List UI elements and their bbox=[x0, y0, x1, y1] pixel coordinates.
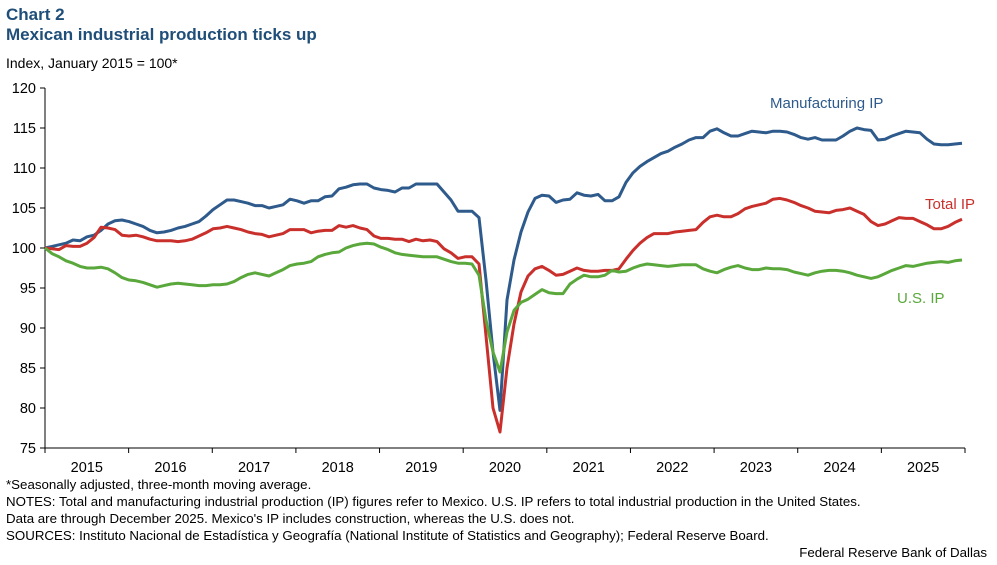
footnote: *Seasonally adjusted, three-month moving… bbox=[6, 477, 312, 492]
series-label-manufacturing: Manufacturing IP bbox=[770, 95, 883, 112]
axes: 120 115 110 105 100 95 90 85 80 75 2015 2016 2017 201… bbox=[12, 81, 966, 476]
chart-title: Chart 2 bbox=[6, 5, 65, 24]
series-label-us: U.S. IP bbox=[897, 290, 945, 307]
y-axis-label: Index, January 2015 = 100* bbox=[6, 55, 178, 71]
y-tick-label: 110 bbox=[13, 161, 36, 177]
x-tick-label: 2022 bbox=[656, 460, 688, 476]
sources: SOURCES: Instituto Nacional de Estadísti… bbox=[6, 528, 769, 543]
x-tick-label: 2023 bbox=[740, 460, 772, 476]
y-tick-label: 75 bbox=[20, 441, 36, 457]
x-tick-label: 2018 bbox=[322, 460, 354, 476]
y-tick-label: 105 bbox=[12, 201, 36, 217]
x-tick-label: 2021 bbox=[573, 460, 605, 476]
series-lines bbox=[44, 126, 963, 434]
y-tick-label: 85 bbox=[20, 361, 36, 377]
notes-line-2: Data are through December 2025. Mexico's… bbox=[6, 511, 575, 526]
y-tick-label: 100 bbox=[12, 241, 36, 257]
x-tick-label: 2024 bbox=[823, 460, 855, 476]
series-line-u-s-ip bbox=[44, 241, 963, 374]
y-tick-label: 80 bbox=[20, 401, 36, 417]
credit: Federal Reserve Bank of Dallas bbox=[799, 545, 987, 560]
x-tick-label: 2025 bbox=[907, 460, 939, 476]
chart-subtitle: Mexican industrial production ticks up bbox=[6, 25, 317, 44]
y-tick-label: 95 bbox=[20, 281, 36, 297]
x-tick-label: 2020 bbox=[489, 460, 521, 476]
y-tick-label: 115 bbox=[13, 121, 36, 137]
series-line-manufacturing-ip bbox=[44, 126, 963, 412]
series-line-total-ip bbox=[44, 196, 963, 434]
x-tick-label: 2015 bbox=[71, 460, 103, 476]
x-tick-label: 2016 bbox=[154, 460, 186, 476]
x-tick-label: 2019 bbox=[405, 460, 437, 476]
x-tick-label: 2017 bbox=[238, 460, 270, 476]
y-tick-label: 120 bbox=[12, 81, 36, 97]
notes-line-1: NOTES: Total and manufacturing industria… bbox=[6, 494, 861, 509]
series-label-total: Total IP bbox=[925, 196, 975, 213]
y-tick-label: 90 bbox=[20, 321, 36, 337]
